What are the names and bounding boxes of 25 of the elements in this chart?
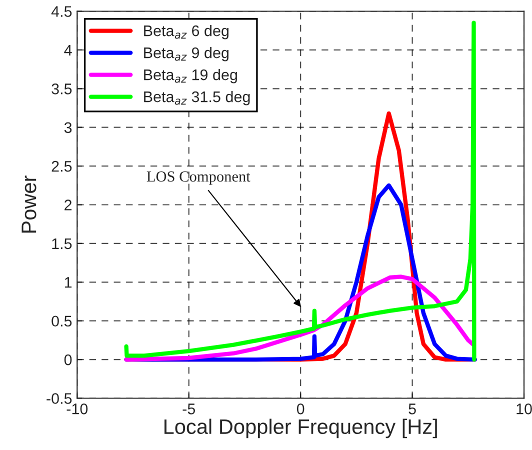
y-tick-label: -0.5: [46, 393, 72, 404]
legend-label: Beta$_{az}$ 31.5 deg: [144, 91, 250, 106]
y-tick-label: 2: [64, 200, 72, 210]
x-tick-label: 10: [516, 404, 532, 414]
x-tick-label: 0: [296, 404, 304, 414]
x-tick-label: -10: [66, 404, 88, 414]
y-tick-label: 0: [64, 354, 72, 366]
line-series: [124, 274, 475, 362]
y-tick-label: 3: [64, 122, 72, 134]
y-tick-label: 4: [64, 44, 72, 56]
y-tick-label: 4.5: [51, 6, 72, 17]
y-tick-label: 1: [64, 277, 72, 288]
y-tick-label: 1.5: [52, 238, 72, 250]
annotation: LOS Component: [146, 171, 250, 185]
x-axis-title: Local Doppler Frequency [Hz]: [164, 418, 437, 438]
legend-label: Beta$_{az}$ 6 deg: [144, 25, 228, 40]
x-tick-label: 5: [408, 404, 416, 414]
y-axis-title: Power: [22, 176, 36, 233]
legend-label: Beta$_{az}$ 9 deg: [144, 47, 228, 62]
y-tick-label: 0.5: [52, 316, 72, 327]
y-tick-label: 3.5: [52, 84, 72, 94]
legend-label: Beta$_{az}$ 19 deg: [144, 69, 237, 84]
x-tick-label: -5: [182, 404, 196, 414]
y-tick-label: 2.5: [52, 160, 72, 172]
line-series: [124, 20, 476, 362]
